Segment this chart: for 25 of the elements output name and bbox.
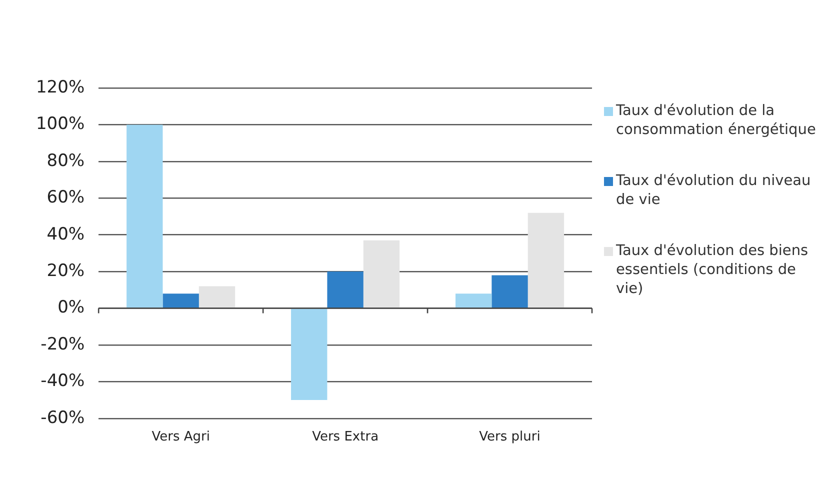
y-tick-label: -20% bbox=[40, 334, 85, 354]
legend-label: Taux d'évolution du niveau de vie bbox=[616, 172, 812, 210]
bar bbox=[198, 286, 236, 308]
y-tick-label: -40% bbox=[40, 371, 85, 392]
y-tick-label: 100% bbox=[36, 114, 85, 134]
x-tick-label: Vers pluri bbox=[479, 430, 540, 445]
x-tick-label: Vers Agri bbox=[152, 430, 210, 445]
legend-label: Taux d'évolution des biens essentiels (conditions de vie) bbox=[616, 242, 810, 299]
bar bbox=[528, 212, 564, 308]
y-tick-label: 20% bbox=[46, 260, 85, 281]
y-tick-label: 40% bbox=[46, 224, 85, 244]
bar bbox=[291, 308, 328, 400]
bar bbox=[363, 240, 400, 308]
legend-label: Taux d'évolution de la consommation énergétique bbox=[616, 102, 817, 140]
bar bbox=[455, 294, 492, 308]
x-tick-label: Vers Extra bbox=[312, 430, 379, 445]
bar bbox=[492, 275, 528, 308]
bar bbox=[126, 124, 163, 308]
y-tick-label: 120% bbox=[36, 77, 85, 98]
y-tick-label: 60% bbox=[46, 188, 85, 208]
y-tick-label: 80% bbox=[46, 150, 85, 171]
bar bbox=[327, 272, 364, 308]
bar bbox=[162, 294, 199, 308]
y-tick-label: 0% bbox=[58, 298, 85, 318]
y-tick-label: -60% bbox=[40, 408, 85, 428]
